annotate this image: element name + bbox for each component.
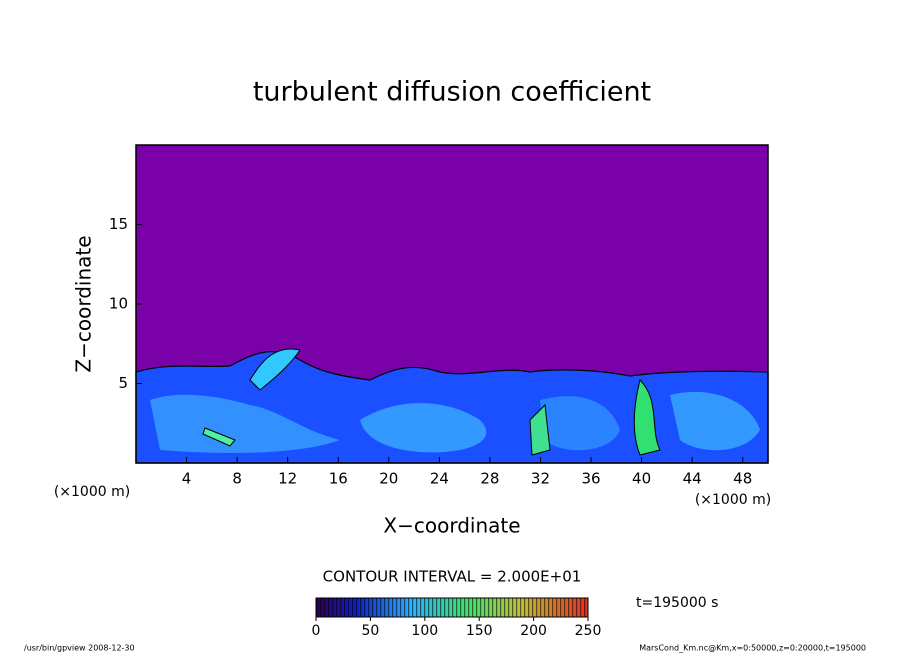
x-axis-label: X−coordinate — [383, 514, 520, 538]
x-unit-right: (×1000 m) — [695, 492, 771, 508]
chart-title: turbulent diffusion coefficient — [253, 77, 651, 108]
footer-left: /usr/bin/gpview 2008-12-30 — [24, 644, 135, 653]
x-tick-label: 4 — [182, 470, 192, 488]
x-tick-label: 12 — [278, 470, 297, 488]
colorbar-tick-label: 150 — [466, 623, 493, 639]
field — [135, 145, 769, 464]
x-unit-left: (×1000 m) — [54, 484, 130, 500]
x-tick-label: 32 — [531, 470, 550, 488]
contour-interval: CONTOUR INTERVAL = 2.000E+01 — [323, 568, 582, 586]
x-tick-label: 16 — [329, 470, 348, 488]
time-label: t=195000 s — [636, 595, 718, 611]
x-tick-label: 36 — [581, 470, 600, 488]
x-tick-label: 44 — [683, 470, 702, 488]
colorbar-tick-label: 200 — [520, 623, 547, 639]
colorbar-tick-label: 100 — [411, 623, 438, 639]
x-tick-label: 20 — [379, 470, 398, 488]
x-tick-label: 40 — [632, 470, 651, 488]
y-tick-label: 15 — [109, 215, 128, 233]
footer-right: MarsCond_Km.nc@Km,x=0:50000,z=0:20000,t=… — [639, 644, 866, 653]
x-tick-label: 48 — [733, 470, 752, 488]
colorbar-tick-label: 0 — [312, 623, 321, 639]
x-tick-label: 8 — [232, 470, 242, 488]
y-tick-label: 5 — [118, 374, 128, 392]
x-tick-label: 24 — [430, 470, 449, 488]
y-tick-label: 10 — [109, 295, 128, 313]
colorbar-tick-label: 250 — [575, 623, 602, 639]
colorbar-tick-label: 50 — [361, 623, 379, 639]
y-axis-label: Z−coordinate — [72, 235, 96, 372]
x-tick-label: 28 — [480, 470, 499, 488]
colorbar — [315, 597, 589, 618]
